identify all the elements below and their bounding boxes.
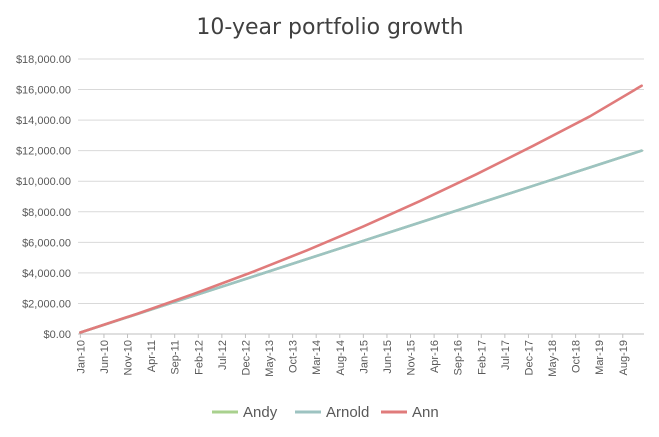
x-tick-label: Aug-19: [618, 340, 630, 375]
x-tick-label: May-13: [264, 340, 276, 377]
x-tick-label: Nov-10: [123, 340, 135, 375]
y-tick-label: $12,000.00: [16, 146, 71, 158]
legend-label-ann: Ann: [412, 404, 439, 421]
x-tick-label: Jul-12: [217, 340, 229, 370]
x-tick-label: Jun-10: [99, 340, 111, 374]
x-tick-label: Feb-12: [193, 340, 205, 375]
x-tick-label: Jan-10: [75, 340, 87, 374]
x-tick-label: Jun-15: [382, 340, 394, 374]
x-tick-label: Sep-11: [170, 340, 182, 375]
x-tick-label: May-18: [547, 340, 559, 377]
chart-title: 10-year portfolio growth: [196, 15, 463, 40]
x-tick-label: Oct-18: [571, 340, 583, 373]
x-tick-label: Apr-11: [146, 340, 158, 372]
x-tick-label: Jul-17: [500, 340, 512, 370]
x-tick-label: Dec-12: [240, 340, 252, 375]
y-tick-label: $16,000.00: [16, 85, 71, 97]
y-axis: $0.00 $2,000.00 $4,000.00 $6,000.00 $8,000.0…: [16, 54, 71, 341]
x-tick-label: Feb-17: [476, 340, 488, 375]
y-tick-label: $10,000.00: [16, 176, 71, 188]
y-tick-label: $2,000.00: [22, 298, 71, 310]
x-tick-label: Apr-16: [429, 340, 441, 373]
y-tick-label: $14,000.00: [16, 115, 71, 127]
x-tick-label: Mar-14: [311, 340, 323, 375]
x-tick-label: Oct-13: [288, 340, 300, 373]
x-tick-label: Nov-15: [406, 340, 418, 375]
x-tick-label: Dec-17: [523, 340, 535, 375]
x-tick-label: Mar-19: [594, 340, 606, 375]
legend: Andy Arnold Ann: [212, 404, 439, 421]
y-tick-label: $0.00: [43, 329, 71, 341]
grid-layer: [78, 58, 644, 335]
x-tick-label: Sep-16: [453, 340, 465, 375]
x-tick-label: Aug-14: [335, 340, 347, 375]
series-layer: [79, 84, 643, 334]
y-tick-label: $8,000.00: [22, 207, 71, 219]
x-tick-label: Jan-15: [358, 340, 370, 374]
y-tick-label: $18,000.00: [16, 54, 71, 66]
series-line-ann: [79, 84, 643, 334]
legend-label-arnold: Arnold: [326, 404, 369, 421]
y-tick-label: $4,000.00: [22, 268, 71, 280]
y-tick-label: $6,000.00: [22, 237, 71, 249]
x-axis: Jan-10 Jun-10 Nov-10 Apr-11 Sep-11 Feb-12 Jul-…: [75, 334, 630, 377]
legend-label-andy: Andy: [243, 404, 278, 421]
